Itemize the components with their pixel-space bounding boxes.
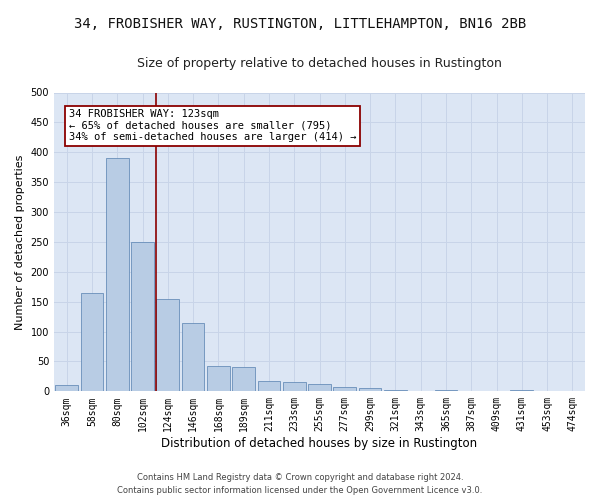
Bar <box>359 388 382 392</box>
X-axis label: Distribution of detached houses by size in Rustington: Distribution of detached houses by size … <box>161 437 478 450</box>
Bar <box>384 390 407 392</box>
Y-axis label: Number of detached properties: Number of detached properties <box>15 154 25 330</box>
Bar <box>55 386 78 392</box>
Bar <box>334 386 356 392</box>
Bar <box>308 384 331 392</box>
Bar <box>80 292 103 392</box>
Bar <box>157 298 179 392</box>
Bar <box>131 242 154 392</box>
Text: 34 FROBISHER WAY: 123sqm
← 65% of detached houses are smaller (795)
34% of semi-: 34 FROBISHER WAY: 123sqm ← 65% of detach… <box>69 109 356 142</box>
Bar <box>182 322 205 392</box>
Bar <box>511 390 533 392</box>
Bar <box>257 381 280 392</box>
Bar <box>106 158 128 392</box>
Title: Size of property relative to detached houses in Rustington: Size of property relative to detached ho… <box>137 58 502 70</box>
Bar <box>434 390 457 392</box>
Bar <box>232 368 255 392</box>
Text: Contains HM Land Registry data © Crown copyright and database right 2024.
Contai: Contains HM Land Registry data © Crown c… <box>118 474 482 495</box>
Bar <box>283 382 305 392</box>
Bar <box>207 366 230 392</box>
Text: 34, FROBISHER WAY, RUSTINGTON, LITTLEHAMPTON, BN16 2BB: 34, FROBISHER WAY, RUSTINGTON, LITTLEHAM… <box>74 18 526 32</box>
